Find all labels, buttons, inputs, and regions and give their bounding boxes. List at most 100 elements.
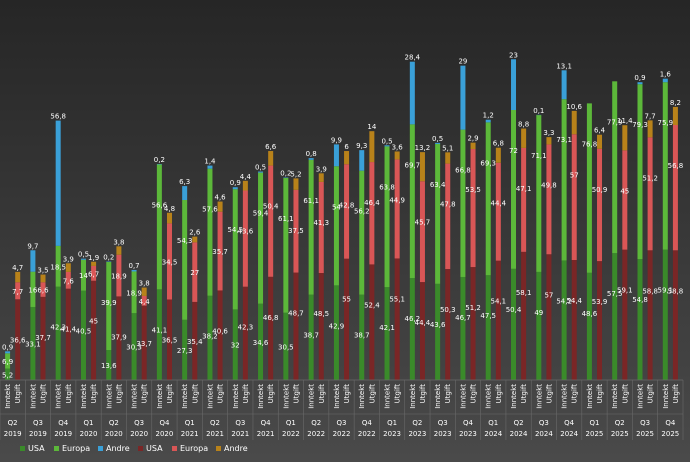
income-label-andre-3: 0,5 [78,251,89,259]
income-bar-usa-9 [232,309,238,380]
x-tick-quarter-16: Q2 [412,419,422,427]
expense-label-usa-1: 37,7 [35,334,51,342]
expense-bar-europa-11 [293,189,299,273]
income-bar-usa-6 [156,289,162,380]
expense-label-andre-23: 6,4 [594,127,606,135]
expense-bar-usa-12 [318,273,324,380]
x-tick-quarter-23: Q1 [589,419,599,427]
income-bar-usa-11 [283,312,289,380]
x-tick-quarter-0: Q2 [8,419,18,427]
x-subtick-income-25: Inntekt [637,384,645,409]
income-bar-usa-26 [662,249,668,380]
expense-bar-europa-20 [521,147,527,252]
income-label-europa-13: 54 [332,203,341,211]
expense-bar-europa-21 [546,144,552,255]
expense-label-usa-3: 45 [89,318,98,326]
income-label-usa-1: 33,1 [25,340,41,348]
expense-label-usa-7: 35,4 [187,338,203,346]
expense-label-usa-25: 58,8 [642,287,658,295]
expense-bar-usa-14 [369,264,375,380]
expense-bar-andre-26 [672,106,678,125]
expense-bar-andre-13 [344,151,350,165]
expense-label-usa-21: 57 [544,291,553,299]
expense-label-usa-22: 54,4 [566,297,582,305]
expense-label-usa-13: 55 [342,296,351,304]
income-label-europa-24: 77,9 [607,118,623,126]
x-subtick-expense-3: Utgift [90,384,98,404]
expense-label-andre-0: 4,7 [12,264,23,272]
expense-bar-europa-4 [116,254,122,297]
expense-label-andre-26: 8,2 [670,99,681,107]
x-subtick-income-11: Inntekt [282,384,290,409]
expense-bar-andre-22 [571,110,577,135]
expense-label-usa-16: 44,4 [415,319,431,327]
income-bar-andre-1 [30,250,36,272]
income-bar-europa-19 [485,122,491,276]
legend-swatch-3 [138,446,143,451]
income-label-andre-13: 9,9 [331,136,342,144]
income-label-andre-9: 0,9 [230,179,241,187]
income-bar-europa-14 [359,170,365,295]
expense-label-andre-25: 7,7 [645,112,656,120]
x-subtick-income-16: Inntekt [409,384,417,409]
expense-bar-usa-8 [217,290,223,380]
income-label-europa-15: 63,8 [379,183,395,191]
expense-bar-europa-25 [647,137,653,251]
x-tick-year-5: 2020 [130,430,148,438]
income-bar-europa-17 [435,143,441,284]
income-bar-europa-3 [80,259,86,291]
x-subtick-expense-6: Utgift [166,384,174,404]
income-label-europa-19: 69,3 [480,159,496,167]
income-label-europa-16: 69,7 [405,161,421,169]
x-tick-quarter-5: Q3 [134,419,144,427]
income-label-andre-25: 0,9 [634,74,645,82]
x-tick-quarter-17: Q3 [438,419,448,427]
expense-bar-europa-0 [15,282,21,300]
expense-label-andre-24: 11,4 [617,117,633,125]
x-subtick-expense-19: Utgift [495,384,503,404]
expense-bar-usa-5 [141,305,147,380]
x-tick-year-13: 2022 [333,430,351,438]
x-tick-quarter-1: Q3 [33,419,43,427]
income-label-europa-2: 18,5 [50,263,66,271]
expense-label-europa-3: 6,7 [88,270,99,278]
expense-bar-andre-21 [546,137,552,145]
x-subtick-income-24: Inntekt [611,384,619,409]
expense-bar-usa-24 [622,249,628,380]
x-subtick-income-10: Inntekt [257,384,265,409]
income-label-europa-12: 61,1 [303,197,319,205]
x-subtick-expense-0: Utgift [14,384,22,404]
expense-bar-europa-6 [166,223,172,300]
expense-bar-europa-2 [65,271,71,289]
expense-label-andre-21: 3,3 [543,129,554,137]
income-bar-europa-8 [207,168,213,296]
income-bar-andre-12 [308,158,314,160]
x-tick-quarter-2: Q4 [58,419,69,427]
expense-label-andre-7: 2,6 [189,229,201,237]
x-subtick-expense-13: Utgift [343,384,351,404]
income-label-usa-3: 40,5 [76,328,92,336]
income-label-usa-15: 42,1 [379,324,395,332]
x-subtick-expense-20: Utgift [520,384,528,404]
expense-bar-europa-18 [470,149,476,268]
expense-label-usa-8: 40,6 [212,327,228,335]
income-bar-andre-19 [485,119,491,123]
income-bar-europa-1 [30,271,36,307]
expense-bar-andre-20 [521,128,527,148]
expense-bar-usa-16 [419,282,425,380]
x-subtick-income-13: Inntekt [333,384,341,409]
legend-swatch-5 [216,446,221,451]
income-bar-europa-26 [662,82,668,250]
x-subtick-income-20: Inntekt [510,384,518,409]
income-bar-europa-10 [258,172,264,304]
expense-label-europa-23: 50,9 [592,186,608,194]
x-tick-quarter-21: Q3 [539,419,549,427]
income-label-andre-5: 0,7 [128,262,139,270]
x-tick-year-16: 2023 [408,430,426,438]
expense-bar-andre-19 [495,147,501,163]
expense-bar-europa-16 [419,181,425,283]
income-label-usa-6: 41,1 [152,326,168,334]
x-subtick-expense-14: Utgift [368,384,376,404]
x-tick-year-14: 2022 [358,430,376,438]
income-label-usa-10: 34,6 [253,339,269,347]
